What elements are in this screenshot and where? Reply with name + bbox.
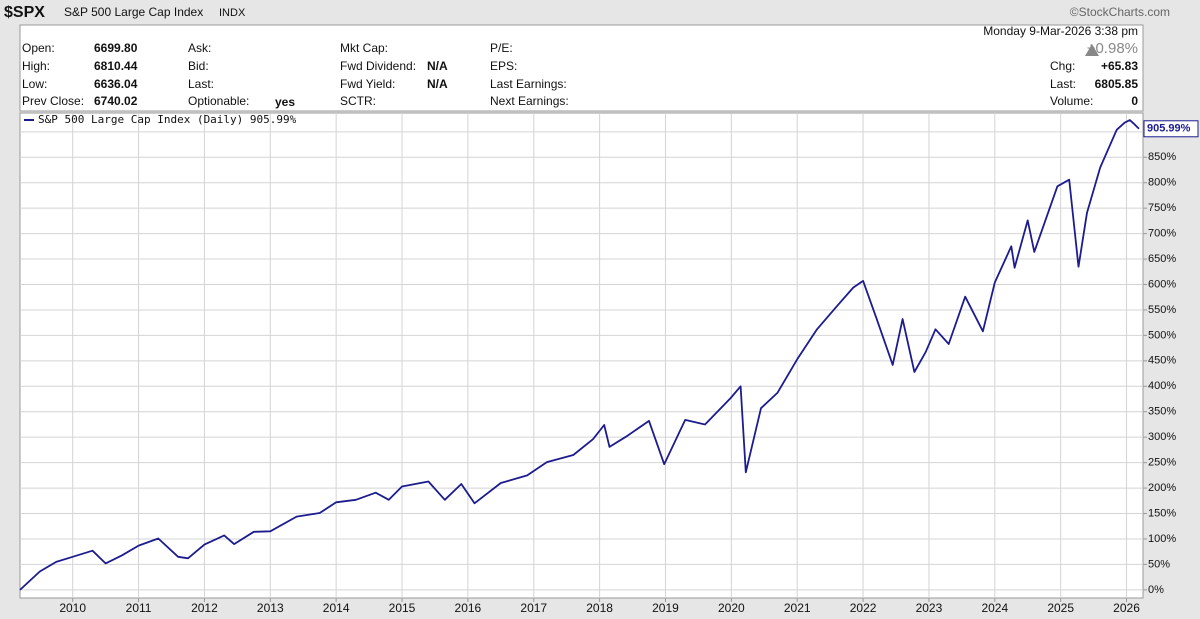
- y-tick-label: 650%: [1148, 253, 1176, 265]
- x-tick-label: 2026: [1113, 601, 1140, 615]
- field-value: +65.83: [1101, 59, 1138, 73]
- y-tick-label: 150%: [1148, 507, 1176, 519]
- y-tick-label: 500%: [1148, 329, 1176, 341]
- field-label: SCTR:: [340, 94, 376, 108]
- x-tick-label: 2017: [520, 601, 547, 615]
- symbol: $SPX: [4, 4, 45, 21]
- legend-label: S&P 500 Large Cap Index (Daily) 905.99%: [38, 113, 297, 126]
- y-tick-label: 400%: [1148, 380, 1176, 392]
- y-tick-label: 200%: [1148, 482, 1176, 494]
- field-label: EPS:: [490, 59, 517, 73]
- field-label: Optionable:: [188, 94, 249, 108]
- quote-panel: [19, 24, 1144, 112]
- y-tick-label: 50%: [1148, 558, 1170, 570]
- y-tick-label: 300%: [1148, 431, 1176, 443]
- field-label: Mkt Cap:: [340, 41, 388, 55]
- field-value: yes: [275, 95, 295, 109]
- last-value-tag-bg: [1143, 120, 1199, 138]
- field-label: Chg:: [1050, 59, 1075, 73]
- y-tick-label: 600%: [1148, 278, 1176, 290]
- x-tick-label: 2010: [59, 601, 86, 615]
- field-label: Bid:: [188, 59, 209, 73]
- field-label: Fwd Yield:: [340, 77, 395, 91]
- field-value: N/A: [427, 59, 448, 73]
- y-tick-label: 450%: [1148, 355, 1176, 367]
- x-tick-label: 2011: [126, 601, 152, 615]
- field-label: Ask:: [188, 41, 211, 55]
- field-label: Fwd Dividend:: [340, 59, 416, 73]
- field-label: Last:: [188, 77, 214, 91]
- field-label: Low:: [22, 77, 47, 91]
- exchange: INDX: [219, 7, 246, 19]
- y-tick-label: 750%: [1148, 202, 1176, 214]
- y-tick-label: 100%: [1148, 533, 1176, 545]
- field-value: 6699.80: [94, 41, 138, 55]
- x-tick-label: 2014: [323, 601, 350, 615]
- x-tick-label: 2015: [389, 601, 416, 615]
- x-tick-label: 2024: [981, 601, 1008, 615]
- field-value: 0: [1131, 94, 1138, 108]
- change-pct: +0.98%: [1087, 40, 1138, 57]
- y-tick-label: 850%: [1148, 151, 1176, 163]
- field-label: Last:: [1050, 77, 1076, 91]
- field-label: Open:: [22, 41, 55, 55]
- field-label: High:: [22, 59, 50, 73]
- x-tick-label: 2022: [850, 601, 877, 615]
- field-label: P/E:: [490, 41, 513, 55]
- y-tick-label: 0%: [1148, 584, 1164, 596]
- x-tick-label: 2013: [257, 601, 284, 615]
- field-label: Last Earnings:: [490, 77, 567, 91]
- y-tick-label: 800%: [1148, 177, 1176, 189]
- x-tick-label: 2020: [718, 601, 745, 615]
- y-tick-label: 700%: [1148, 228, 1176, 240]
- field-value: 6636.04: [94, 77, 138, 91]
- up-arrow: [1085, 44, 1099, 56]
- last-value-tag: 905.99%: [1147, 123, 1191, 135]
- field-value: 6810.44: [94, 59, 138, 73]
- index-name: S&P 500 Large Cap Index: [64, 5, 203, 19]
- x-tick-label: 2012: [191, 601, 218, 615]
- x-tick-label: 2016: [455, 601, 482, 615]
- field-value: N/A: [427, 77, 448, 91]
- x-tick-label: 2025: [1047, 601, 1074, 615]
- y-tick-label: 350%: [1148, 406, 1176, 418]
- field-label: Prev Close:: [22, 94, 84, 108]
- x-tick-label: 2021: [784, 601, 811, 615]
- x-tick-label: 2018: [586, 601, 613, 615]
- y-tick-label: 550%: [1148, 304, 1176, 316]
- credit: ©StockCharts.com: [1070, 5, 1170, 19]
- plot-area: [19, 112, 1144, 599]
- price-line: [19, 119, 1140, 591]
- field-label: Volume:: [1050, 94, 1093, 108]
- quote-date: Monday 9-Mar-2026 3:38 pm: [983, 24, 1138, 38]
- field-label: Next Earnings:: [490, 94, 569, 108]
- x-tick-label: 2019: [652, 601, 679, 615]
- x-tick-label: 2023: [916, 601, 943, 615]
- y-tick-label: 250%: [1148, 457, 1176, 469]
- field-value: 6740.02: [94, 94, 138, 108]
- field-value: 6805.85: [1095, 77, 1139, 91]
